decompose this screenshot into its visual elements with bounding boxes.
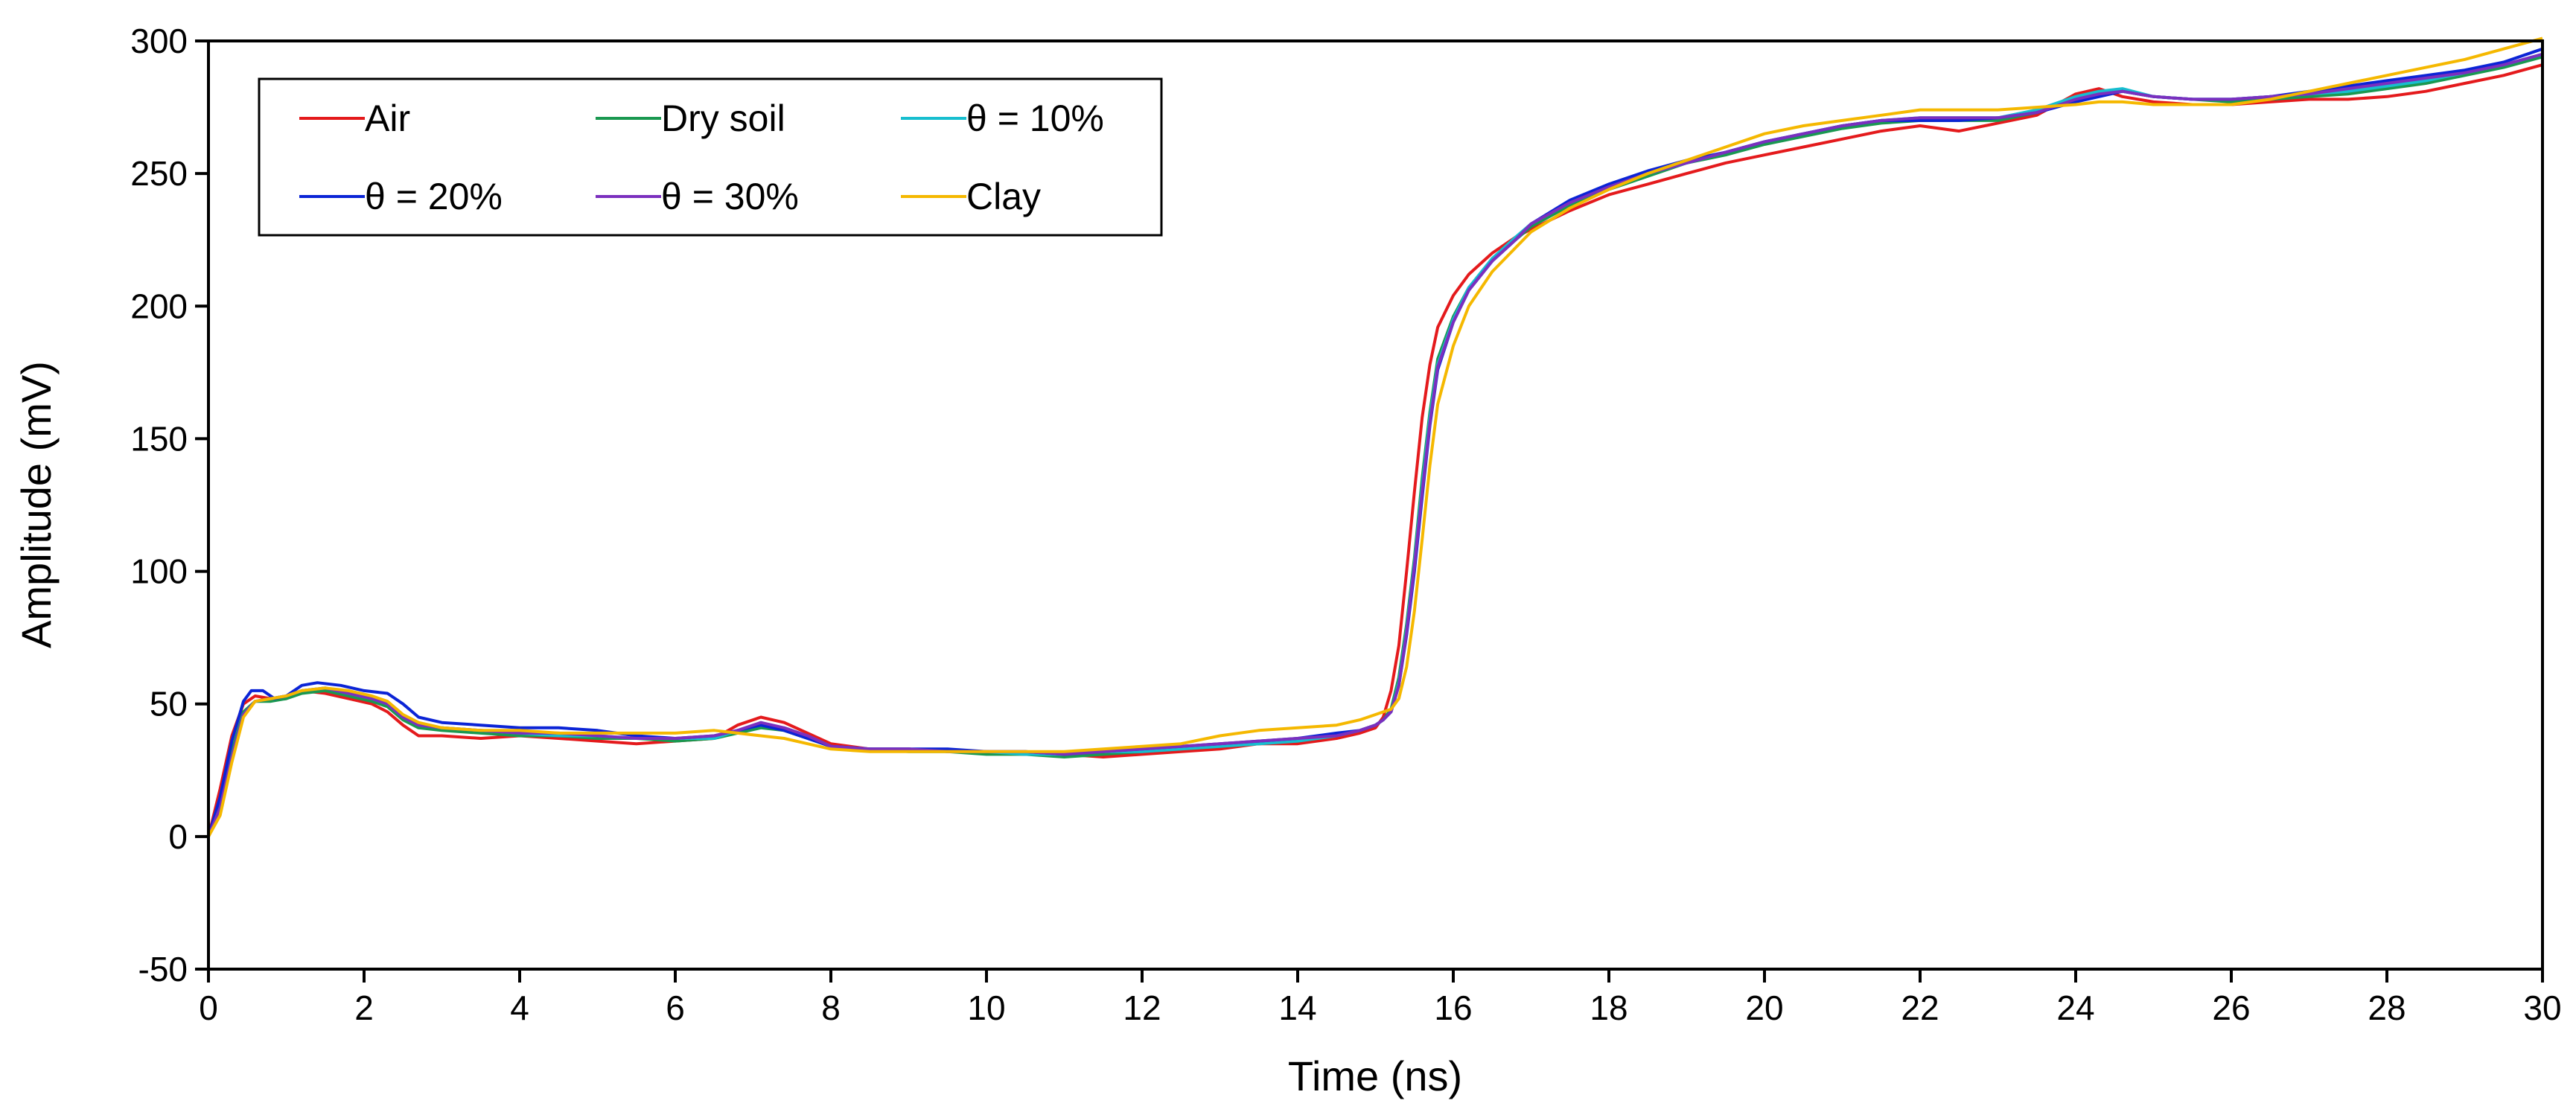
- x-tick-label: 8: [821, 988, 841, 1027]
- plot-group: [207, 36, 2544, 971]
- x-tick-label: 24: [2056, 988, 2094, 1027]
- y-tick-label: 300: [130, 22, 188, 60]
- y-tick-label: 200: [130, 287, 188, 325]
- x-tick-label: 26: [2212, 988, 2250, 1027]
- y-axis-title: Amplitude (mV): [13, 361, 60, 648]
- series-line-5: [207, 36, 2543, 837]
- legend-box: [258, 77, 1163, 237]
- x-tick-label: 10: [967, 988, 1005, 1027]
- x-tick-label: 30: [2523, 988, 2561, 1027]
- x-axis: 0 2 4 6 8 10 12 14 16 18 20 22 24 26 28 30: [199, 969, 2562, 1027]
- y-tick-label: 50: [150, 685, 188, 723]
- y-tick-label: 150: [130, 419, 188, 458]
- x-tick-label: 28: [2368, 988, 2406, 1027]
- x-tick-label: 2: [354, 988, 374, 1027]
- x-tick-label: 22: [1901, 988, 1939, 1027]
- legend-label-5: Clay: [966, 176, 1041, 217]
- legend-label-4: θ = 30%: [661, 176, 799, 217]
- x-tick-label: 0: [199, 988, 218, 1027]
- series-layer: [207, 36, 2543, 837]
- legend-label-0: Air: [365, 98, 410, 139]
- x-tick-label: 14: [1278, 988, 1316, 1027]
- y-tick-label: 250: [130, 154, 188, 193]
- y-tick-label: 100: [130, 552, 188, 591]
- x-tick-label: 18: [1590, 988, 1627, 1027]
- y-tick-label: 0: [168, 817, 188, 856]
- legend-label-3: θ = 20%: [365, 176, 503, 217]
- x-tick-label: 12: [1123, 988, 1161, 1027]
- legend-label-2: θ = 10%: [966, 98, 1104, 139]
- legend: Air Dry soil θ = 10% θ = 20% θ = 30% Clay: [258, 77, 1163, 237]
- y-tick-label: -50: [138, 950, 188, 988]
- x-axis-title: Time (ns): [1288, 1052, 1462, 1099]
- y-axis: -50 0 50 100 150 200 250 300: [130, 22, 208, 988]
- x-tick-label: 6: [666, 988, 685, 1027]
- legend-label-1: Dry soil: [661, 98, 785, 139]
- x-tick-label: 4: [510, 988, 529, 1027]
- x-tick-label: 20: [1745, 988, 1783, 1027]
- x-tick-label: 16: [1434, 988, 1472, 1027]
- plot-frame: [207, 39, 2544, 971]
